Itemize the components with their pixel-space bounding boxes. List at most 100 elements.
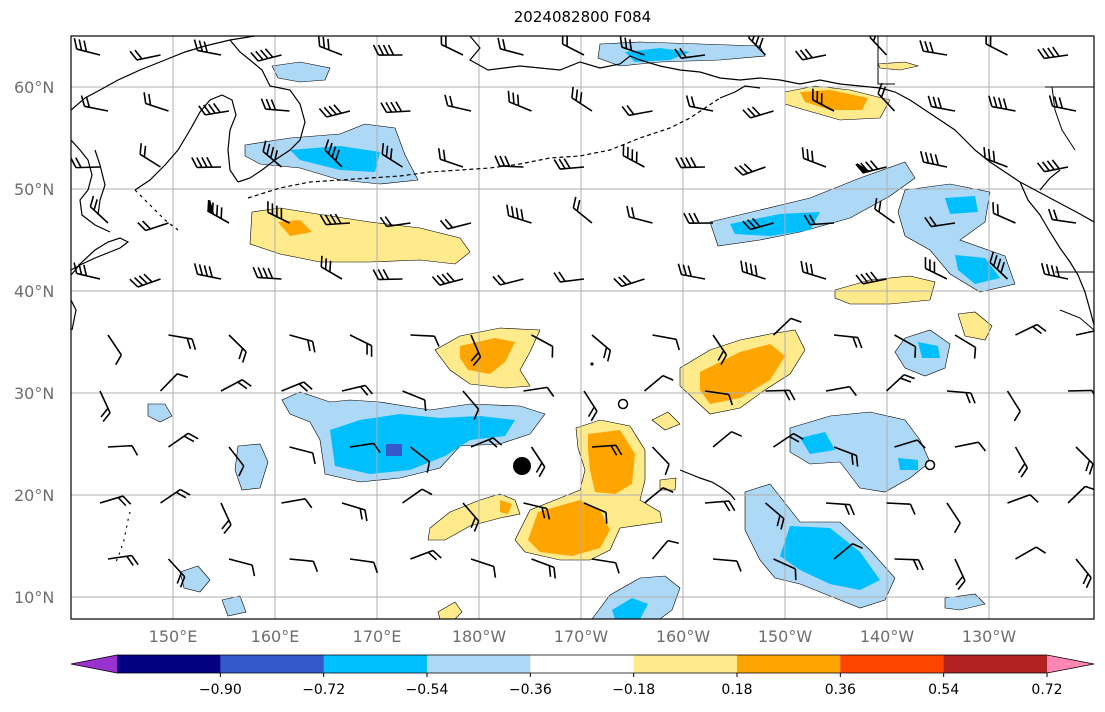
wind-barb xyxy=(886,502,916,515)
colorbar-cell xyxy=(530,655,635,673)
wind-barb xyxy=(341,384,374,396)
wind-barb xyxy=(289,446,316,465)
wind-barb xyxy=(440,36,464,56)
wind-barb xyxy=(73,37,101,56)
wind-barb xyxy=(159,373,189,392)
wind-barbs xyxy=(71,36,1094,591)
wind-barb xyxy=(99,495,132,507)
colorbar: −0.90 −0.72 −0.54 −0.36 −0.18 0.18 0.36 0.54 0.7… xyxy=(70,654,1095,698)
colorbar-outline xyxy=(70,654,1095,674)
wind-barb xyxy=(523,502,551,520)
wind-barb xyxy=(319,213,351,226)
wind-barb xyxy=(619,36,645,56)
wind-barb xyxy=(740,260,766,280)
wind-barb xyxy=(289,334,316,353)
wind-barb xyxy=(1075,446,1094,475)
wind-barb xyxy=(462,390,480,420)
wind-barb xyxy=(869,36,888,56)
colorbar-tick-label: −0.36 xyxy=(509,682,552,698)
wind-barb xyxy=(572,196,593,224)
wind-barb xyxy=(281,381,313,392)
lon-tick-label: 160°W xyxy=(656,627,711,646)
colorbar-tick-label: −0.54 xyxy=(406,682,449,698)
wind-barb xyxy=(833,334,863,349)
wind-barb xyxy=(228,446,245,477)
wind-barb xyxy=(220,502,232,535)
wind-barb xyxy=(129,273,161,288)
wind-barb xyxy=(591,558,620,574)
wind-barb xyxy=(1015,323,1047,336)
pos-region-ne-small xyxy=(957,311,993,341)
wind-barb xyxy=(989,251,1009,280)
wind-barb xyxy=(168,432,199,448)
wind-barb xyxy=(531,558,557,579)
neg-region-bering xyxy=(271,61,331,83)
colorbar-cell xyxy=(323,655,428,673)
wind-barb xyxy=(168,334,197,350)
colorbar-cell xyxy=(220,655,325,673)
wind-barb xyxy=(381,142,403,168)
wind-barb xyxy=(712,334,728,366)
wind-barb xyxy=(825,385,857,397)
wind-barb xyxy=(402,488,433,504)
wind-barb xyxy=(924,216,956,228)
wind-barb xyxy=(734,163,766,176)
wind-barb xyxy=(492,274,524,286)
wind-barb xyxy=(494,155,524,168)
lon-tick-label: 140°W xyxy=(860,627,915,646)
open-circle-marker xyxy=(924,459,936,471)
wind-barb xyxy=(497,37,524,56)
neg-region-sw xyxy=(179,565,211,593)
wind-barb xyxy=(431,272,464,286)
wind-barb xyxy=(1075,329,1094,340)
map-title: 2024082800 F084 xyxy=(513,8,652,26)
lon-tick-label: 170°E xyxy=(353,627,402,646)
wind-barb xyxy=(704,390,734,406)
wind-barb xyxy=(439,218,472,230)
wind-barb xyxy=(267,201,290,224)
wind-barb xyxy=(317,36,343,56)
lat-axis: 60°N 50°N 40°N 30°N 20°N 10°N xyxy=(14,78,54,607)
wind-barb xyxy=(470,437,503,448)
wind-barb xyxy=(894,439,926,449)
lat-tick-label: 50°N xyxy=(14,180,54,199)
wind-barb xyxy=(89,195,109,224)
wind-barb xyxy=(712,430,743,448)
wind-barb xyxy=(985,36,1008,56)
wind-barb xyxy=(946,390,976,404)
lat-tick-label: 10°N xyxy=(14,588,54,607)
pos-region-northwest xyxy=(249,207,471,265)
lon-tick-label: 170°W xyxy=(554,627,609,646)
wind-barb xyxy=(228,334,247,363)
wind-barb xyxy=(1036,159,1069,173)
wind-barb xyxy=(561,36,585,56)
lat-tick-label: 40°N xyxy=(14,282,54,301)
wind-barb xyxy=(160,488,191,504)
storm-markers xyxy=(513,398,936,475)
wind-barb xyxy=(462,502,480,532)
wind-barb xyxy=(260,98,290,112)
wind-barb xyxy=(523,386,555,397)
wind-barb xyxy=(250,48,282,62)
lon-axis: 150°E 160°E 170°E 180°W 170°W 160°W 150°… xyxy=(149,627,1017,646)
wind-barb xyxy=(553,158,585,170)
wind-barb xyxy=(651,446,670,476)
wind-barb xyxy=(193,39,222,56)
wind-barb xyxy=(198,102,230,116)
wind-barb xyxy=(341,502,368,522)
wind-barb xyxy=(531,334,554,358)
lon-tick-label: 150°E xyxy=(149,627,198,646)
colorbar-extend-low xyxy=(71,655,117,673)
wind-barb xyxy=(643,486,674,504)
wind-barb xyxy=(1048,95,1077,112)
wind-barb xyxy=(983,147,1008,168)
wind-barb xyxy=(506,204,532,224)
wind-barb xyxy=(372,269,403,281)
pos-region-ne xyxy=(834,275,936,305)
wind-barb xyxy=(894,334,917,358)
wind-barb xyxy=(1006,390,1021,422)
wind-barb xyxy=(1015,546,1047,560)
wind-barb xyxy=(621,105,653,117)
wind-barb xyxy=(927,95,956,112)
